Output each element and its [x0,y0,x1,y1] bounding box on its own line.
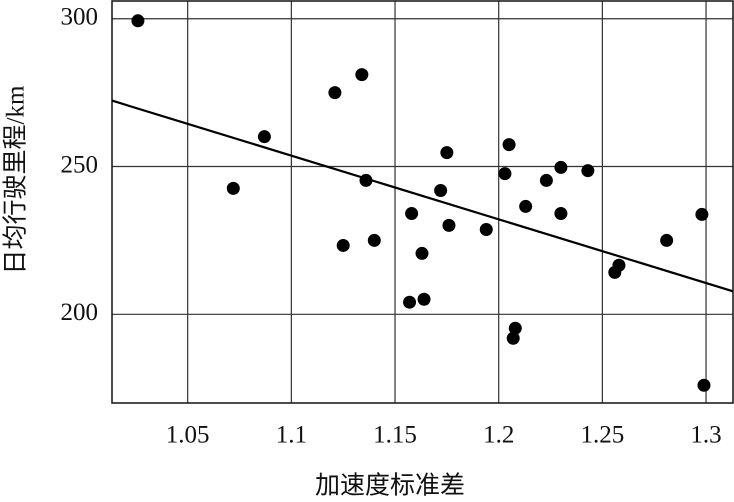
data-point [479,222,493,236]
y-tick-label: 300 [61,3,99,30]
x-tick-label: 1.3 [690,422,721,449]
data-point [355,68,369,82]
x-tick-label: 1.05 [166,422,210,449]
plot-frame [111,0,734,404]
trend-line [111,99,734,293]
data-point [539,173,553,187]
data-point [403,295,417,309]
data-point [554,160,568,174]
data-point [502,138,516,152]
data-point [131,14,145,28]
data-point [506,331,520,345]
data-point [415,246,429,260]
data-point [612,258,626,272]
data-point [697,378,711,392]
data-point [226,181,240,195]
data-point [519,199,533,213]
data-point [440,146,454,160]
data-point [336,238,350,252]
data-point [498,167,512,181]
data-point [554,207,568,221]
x-axis-title: 加速度标准差 [315,472,465,500]
data-point [405,207,419,221]
y-axis-title: 日均行驶里程/km [2,85,30,274]
data-point [695,207,709,221]
data-point [417,292,431,306]
data-point [581,164,595,178]
data-point [442,218,456,232]
y-tick-label: 250 [61,151,99,178]
y-tick-label: 200 [61,299,99,326]
data-point [367,233,381,247]
data-point [508,321,522,335]
data-point [257,130,271,144]
data-point [434,183,448,197]
data-point [660,233,674,247]
x-tick-label: 1.1 [276,422,307,449]
x-tick-label: 1.15 [373,422,417,449]
x-tick-label: 1.2 [483,422,514,449]
x-tick-label: 1.25 [580,422,624,449]
data-point [359,173,373,187]
data-point [328,86,342,100]
